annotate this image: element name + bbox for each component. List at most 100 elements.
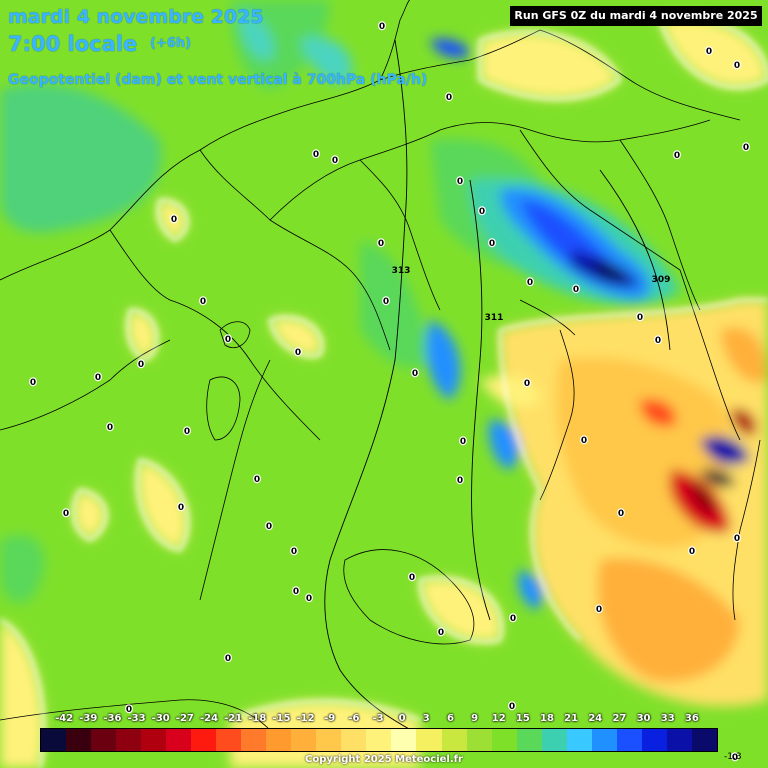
zero-contour-label: 0 — [412, 369, 418, 379]
legend-swatch — [441, 729, 467, 751]
legend-tick-label: -12 — [296, 713, 315, 724]
zero-contour-label: 0 — [306, 594, 312, 604]
legend-swatch — [416, 729, 442, 751]
zero-contour-label: 0 — [446, 93, 452, 103]
legend-swatch — [266, 729, 292, 751]
zero-contour-label: 0 — [524, 379, 530, 389]
legend-swatch — [466, 729, 492, 751]
zero-contour-label: 0 — [409, 573, 415, 583]
zero-contour-label: 0 — [689, 547, 695, 557]
zero-contour-label: 0 — [510, 614, 516, 624]
legend-swatch — [691, 729, 717, 751]
geopotential-label: 309 — [652, 275, 671, 285]
geopotential-labels: 313 311 309 — [392, 266, 671, 323]
legend-tick-label: -33 — [127, 713, 146, 724]
run-info-box: Run GFS 0Z du mardi 4 novembre 2025 — [510, 6, 762, 26]
legend-tick-label: 18 — [540, 713, 554, 724]
geopotential-label: 311 — [485, 313, 504, 323]
zero-contour-label: 0 — [706, 47, 712, 57]
zero-contour-label: 0 — [178, 503, 184, 513]
legend-tick-label: -39 — [79, 713, 98, 724]
corner-value: -1.3 — [724, 752, 742, 762]
legend-swatch — [141, 729, 167, 751]
legend-swatch — [316, 729, 342, 751]
legend-swatch — [66, 729, 92, 751]
legend-swatch — [216, 729, 242, 751]
legend-swatch — [541, 729, 567, 751]
zero-contour-label: 0 — [438, 628, 444, 638]
zero-contour-label: 0 — [383, 297, 389, 307]
forecast-date: mardi 4 novembre 2025 — [8, 6, 264, 28]
zero-contour-label: 0 — [107, 423, 113, 433]
legend-tick-label: -27 — [175, 713, 194, 724]
legend-swatch — [366, 729, 392, 751]
legend-swatch — [191, 729, 217, 751]
legend-tick-label: 27 — [612, 713, 627, 724]
zero-contour-label: 0 — [596, 605, 602, 615]
zero-contour-label: 0 — [637, 313, 643, 323]
legend-swatch — [491, 729, 517, 751]
zero-contour-label: 0 — [581, 436, 587, 446]
forecast-time: 7:00 locale — [8, 32, 138, 56]
legend-tick-label: 21 — [564, 713, 579, 724]
legend-swatch — [166, 729, 192, 751]
zero-contour-label: 0 — [225, 654, 231, 664]
legend-swatch — [391, 729, 417, 751]
legend-swatch — [641, 729, 667, 751]
zero-contour-label: 0 — [313, 150, 319, 160]
legend-tick-label: 3 — [422, 713, 430, 724]
zero-contour-label: 0 — [509, 702, 515, 712]
color-legend — [40, 728, 718, 752]
legend-swatch — [91, 729, 117, 751]
zero-contour-label: 0 — [184, 427, 190, 437]
zero-contour-label: 0 — [291, 547, 297, 557]
legend-tick-label: 9 — [471, 713, 479, 724]
legend-swatch — [666, 729, 692, 751]
zero-contour-label: 0 — [457, 177, 463, 187]
zero-contour-label: 0 — [171, 215, 177, 225]
zero-contour-label: 0 — [573, 285, 579, 295]
zero-contour-label: 0 — [138, 360, 144, 370]
geopotential-label: 313 — [392, 266, 411, 276]
zero-contour-label: 0 — [734, 534, 740, 544]
legend-swatch — [116, 729, 142, 751]
zero-contour-label: 0 — [460, 437, 466, 447]
zero-contour-label: 0 — [95, 373, 101, 383]
legend-swatch — [341, 729, 367, 751]
legend-swatch — [616, 729, 642, 751]
legend-tick-label: 12 — [491, 713, 506, 724]
zero-contour-label: 0 — [126, 705, 132, 715]
zero-contour-label: 0 — [30, 378, 36, 388]
zero-contour-label: 0 — [674, 151, 680, 161]
zero-contour-label: 0 — [378, 239, 384, 249]
forecast-offset: (+6h) — [150, 36, 192, 51]
zero-contour-label: 0 — [618, 509, 624, 519]
copyright: Copyright 2025 Meteociel.fr — [305, 754, 463, 765]
zero-contour-label: 0 — [200, 297, 206, 307]
zero-contour-label: 0 — [295, 348, 301, 358]
zero-contour-label: 0 — [479, 207, 485, 217]
legend-tick-label: -18 — [248, 713, 267, 724]
legend-tick-label: -15 — [272, 713, 291, 724]
zero-contour-label: 0 — [655, 336, 661, 346]
legend-tick-label: 6 — [446, 713, 454, 724]
legend-tick-label: -6 — [348, 713, 360, 724]
zero-contour-label: 0 — [332, 156, 338, 166]
legend-swatch — [516, 729, 542, 751]
zero-contour-label: 0 — [293, 587, 299, 597]
parameter-title: Geopotentiel (dam) et vent vertical à 70… — [8, 72, 428, 88]
legend-tick-label: 33 — [660, 713, 675, 724]
zero-contour-label: 0 — [266, 522, 272, 532]
legend-swatch — [591, 729, 617, 751]
zero-contour-label: 0 — [743, 143, 749, 153]
legend-tick-label: 24 — [588, 713, 603, 724]
legend-tick-label: -3 — [372, 713, 384, 724]
map-borders — [0, 0, 761, 731]
legend-tick-label: 15 — [515, 713, 530, 724]
zero-contour-label: 0 — [489, 239, 495, 249]
legend-tick-label: -42 — [55, 713, 74, 724]
geopotential-isohypses — [324, 39, 671, 741]
legend-swatch — [241, 729, 267, 751]
